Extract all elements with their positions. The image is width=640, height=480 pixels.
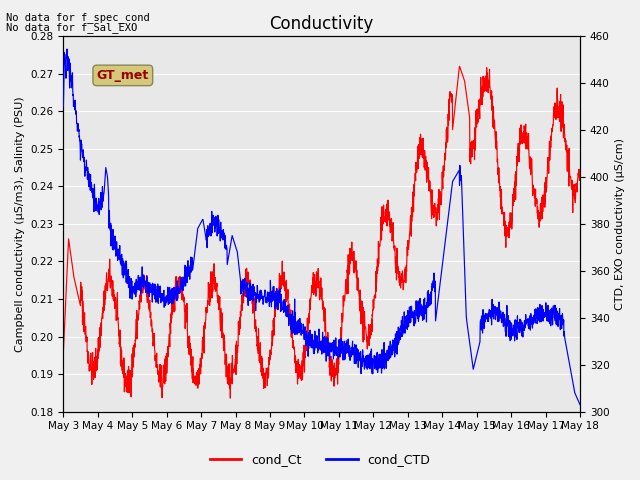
Legend: cond_Ct, cond_CTD: cond_Ct, cond_CTD bbox=[205, 448, 435, 471]
Title: Conductivity: Conductivity bbox=[269, 15, 374, 33]
Y-axis label: CTD, EXO conductivity (μS/cm): CTD, EXO conductivity (μS/cm) bbox=[615, 138, 625, 310]
Y-axis label: Campbell conductivity (μS/m3), Salinity (PSU): Campbell conductivity (μS/m3), Salinity … bbox=[15, 96, 25, 352]
Text: No data for f_Sal_EXO: No data for f_Sal_EXO bbox=[6, 22, 138, 33]
Text: No data for f_spec_cond: No data for f_spec_cond bbox=[6, 12, 150, 23]
Text: GT_met: GT_met bbox=[97, 69, 149, 82]
